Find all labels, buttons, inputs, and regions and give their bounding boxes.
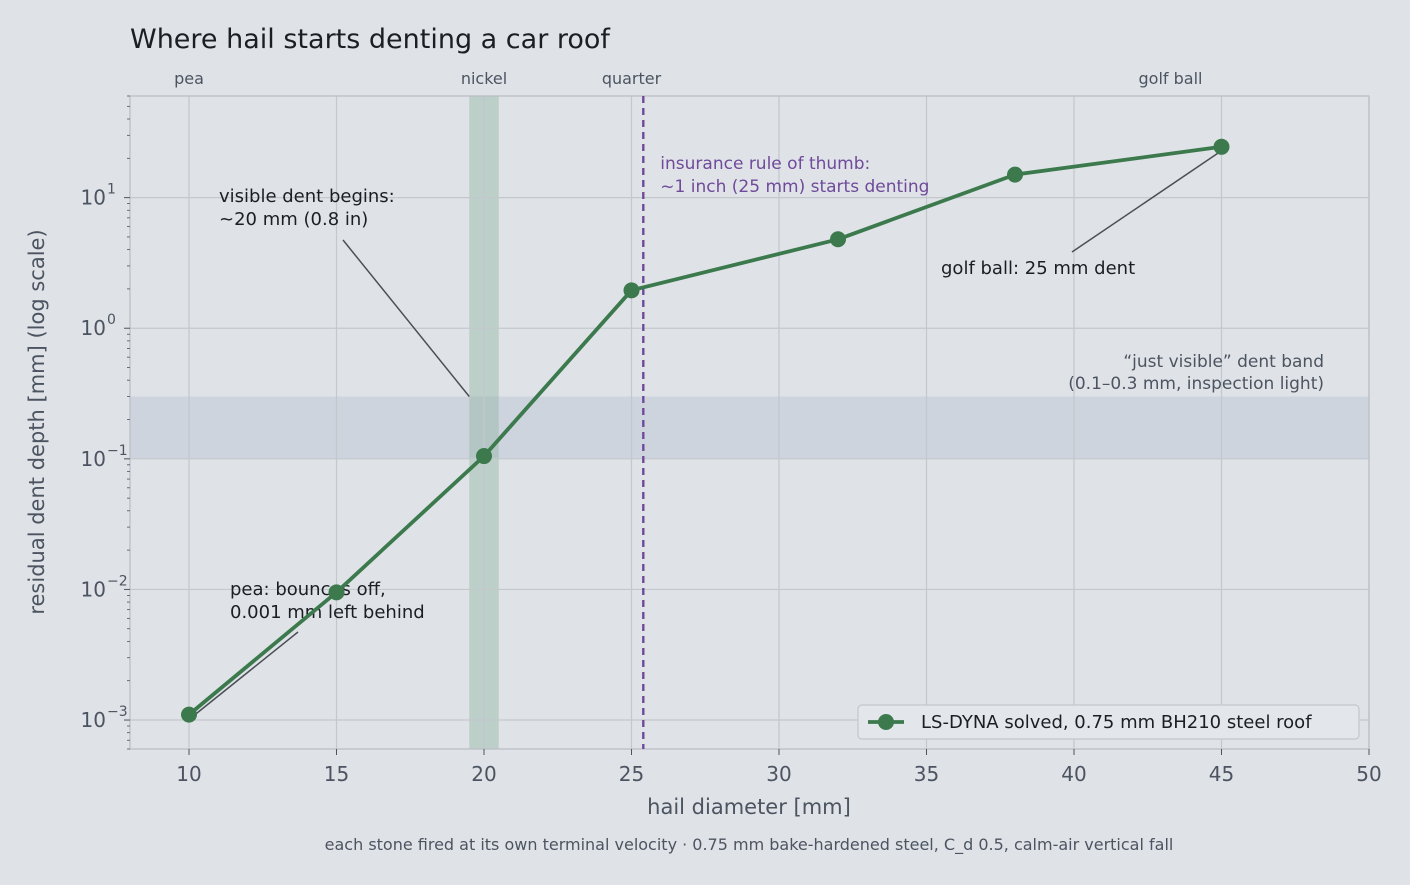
y-tick-exponent: −2 <box>107 573 128 589</box>
data-point <box>623 282 640 299</box>
threshold-label-line: insurance rule of thumb: <box>660 154 870 174</box>
annotation-text-pea: 0.001 mm left behind <box>230 602 425 623</box>
legend-label: LS-DYNA solved, 0.75 mm BH210 steel roof <box>921 712 1312 733</box>
x-tick-label: 30 <box>766 762 791 786</box>
x-tick-label: 20 <box>471 762 496 786</box>
size-label-quarter: quarter <box>602 69 662 88</box>
y-axis-label: residual dent depth [mm] (log scale) <box>25 229 49 614</box>
x-axis-label: hail diameter [mm] <box>647 795 851 819</box>
x-tick-label: 35 <box>914 762 939 786</box>
x-tick-label: 50 <box>1356 762 1381 786</box>
annotations: “just visible” dent band(0.1–0.3 mm, ins… <box>194 150 1324 716</box>
x-tick-label: 15 <box>324 762 349 786</box>
y-tick-exponent: 0 <box>107 312 116 328</box>
legend-box <box>857 704 1360 740</box>
legend-marker-swatch <box>878 714 894 730</box>
threshold-line-group: insurance rule of thumb: ~1 inch (25 mm) … <box>642 96 929 749</box>
visible-dent-band <box>130 396 1369 459</box>
annotation-text-pea: pea: bounces off, <box>230 579 386 600</box>
data-point <box>181 706 197 723</box>
visible-band-label-line: (0.1–0.3 mm, inspection light) <box>1068 374 1324 394</box>
threshold-label-line: ~1 inch (25 mm) starts denting <box>660 177 929 197</box>
data-point <box>1007 166 1023 183</box>
data-point <box>476 448 492 465</box>
x-tick-label: 45 <box>1209 762 1234 786</box>
size-label-golf-ball: golf ball <box>1139 69 1203 88</box>
footnote: each stone fired at its own terminal vel… <box>325 835 1174 855</box>
x-tick-label: 40 <box>1061 762 1086 786</box>
size-label-nickel: nickel <box>461 69 507 88</box>
x-tick-label: 25 <box>619 762 644 786</box>
plot-frame <box>129 95 1370 750</box>
annotation-pointer-pea <box>194 631 299 716</box>
y-tick-label: 10 <box>81 708 106 732</box>
legend: LS-DYNA solved, 0.75 mm BH210 steel roof <box>857 704 1360 740</box>
y-tick-label: 10 <box>81 316 106 340</box>
data-point <box>1213 138 1230 155</box>
y-tick-exponent: −1 <box>107 443 128 459</box>
y-tick-exponent: 1 <box>107 182 116 198</box>
y-tick-label: 10 <box>81 447 106 471</box>
x-tick-label: 10 <box>176 762 201 786</box>
annotation-pointer-visible <box>342 239 470 397</box>
size-label-pea: pea <box>174 69 204 88</box>
y-tick-label: 10 <box>81 577 106 601</box>
annotation-text-visible: ~20 mm (0.8 in) <box>219 209 368 230</box>
chart-title: Where hail starts denting a car roof <box>130 24 611 55</box>
data-point <box>830 231 846 248</box>
annotation-pointer-golf <box>1071 150 1222 253</box>
annotation-text-visible: visible dent begins: <box>219 186 395 207</box>
annotation-text-golf: golf ball: 25 mm dent <box>941 258 1135 279</box>
data-series <box>181 138 1230 723</box>
y-tick-label: 10 <box>81 186 106 210</box>
y-tick-exponent: −3 <box>107 704 128 720</box>
data-point <box>328 584 345 601</box>
visible-band-label-line: “just visible” dent band <box>1123 352 1324 372</box>
